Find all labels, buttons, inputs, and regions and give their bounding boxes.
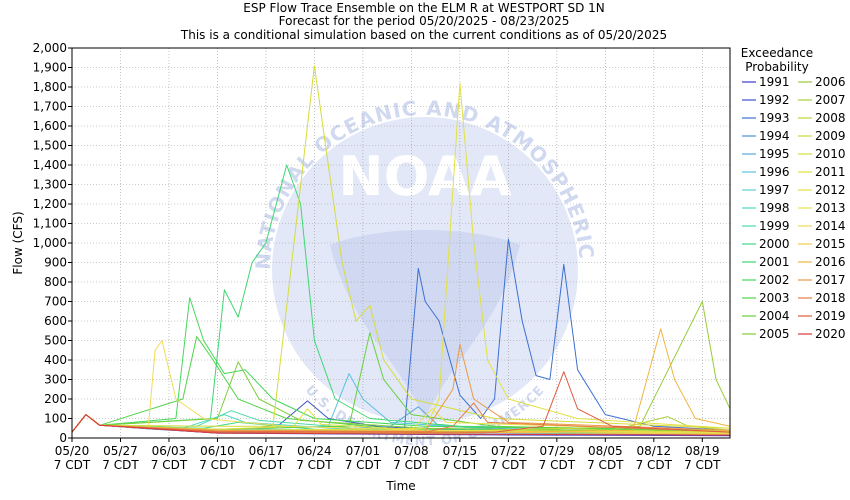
y-tick-label: 200 [44, 392, 67, 406]
x-tick-label-date: 07/22 [491, 444, 526, 458]
y-tick-label: 1,700 [33, 100, 67, 114]
x-tick-label-time: 7 CDT [684, 458, 721, 472]
legend-label: 2008 [815, 111, 846, 125]
x-tick-label-date: 05/20 [55, 444, 90, 458]
legend-label: 2013 [815, 201, 846, 215]
y-tick-label: 1,000 [33, 236, 67, 250]
x-tick-label-date: 07/15 [443, 444, 478, 458]
y-axis: 0 100 200 300 400 500 600 700 800 900 1,000 1,100 1,… [33, 41, 72, 445]
legend-label: 1998 [759, 201, 790, 215]
chart-title: ESP Flow Trace Ensemble on the ELM R at … [243, 1, 604, 15]
y-tick-label: 400 [44, 353, 67, 367]
x-tick-label-date: 06/17 [249, 444, 284, 458]
x-tick-label-time: 7 CDT [442, 458, 479, 472]
legend-label: 1994 [759, 129, 790, 143]
legend-label: 2016 [815, 255, 846, 269]
chart-note: This is a conditional simulation based o… [180, 28, 667, 42]
legend-label: 2014 [815, 219, 846, 233]
legend-label: 2012 [815, 183, 846, 197]
x-tick-label-date: 07/01 [346, 444, 381, 458]
series-line-2020 [71, 414, 731, 436]
x-tick-label-time: 7 CDT [296, 458, 333, 472]
legend-label: 2005 [759, 327, 790, 341]
x-axis-label: Time [385, 479, 415, 493]
y-tick-label: 1,500 [33, 139, 67, 153]
legend-label: 2001 [759, 255, 790, 269]
legend-label: 1999 [759, 219, 790, 233]
y-axis-label: Flow (CFS) [11, 211, 25, 274]
x-tick-label-time: 7 CDT [102, 458, 139, 472]
y-tick-label: 1,800 [33, 80, 67, 94]
y-tick-label: 300 [44, 373, 67, 387]
x-tick-label-date: 06/03 [152, 444, 187, 458]
x-tick-label-date: 07/29 [540, 444, 575, 458]
y-tick-label: 600 [44, 314, 67, 328]
y-tick-label: 1,400 [33, 158, 67, 172]
x-tick-label-date: 08/05 [588, 444, 623, 458]
legend-label: 2018 [815, 291, 846, 305]
legend-title: Exceedance [741, 46, 813, 60]
x-tick-label-time: 7 CDT [199, 458, 236, 472]
x-tick-label-date: 08/12 [637, 444, 672, 458]
x-tick-label-time: 7 CDT [636, 458, 673, 472]
x-tick-label-date: 05/27 [103, 444, 138, 458]
legend-label: 2003 [759, 291, 790, 305]
legend-label: 2010 [815, 147, 846, 161]
watermark-center-text: NOAA [338, 145, 511, 208]
legend-label: 2002 [759, 273, 790, 287]
x-tick-label-date: 07/08 [394, 444, 429, 458]
legend-label: 2017 [815, 273, 846, 287]
legend-label: 2004 [759, 309, 790, 323]
legend-label: 1993 [759, 111, 790, 125]
y-tick-label: 500 [44, 334, 67, 348]
legend-label: 1995 [759, 147, 790, 161]
y-tick-label: 800 [44, 275, 67, 289]
x-tick-label-date: 06/10 [200, 444, 235, 458]
noaa-logo-watermark: NOAA NATIONAL OCEANIC AND ATMOSPHERIC AD… [0, 0, 598, 449]
y-tick-label: 1,300 [33, 178, 67, 192]
legend-label: 2007 [815, 93, 846, 107]
legend-label: 2020 [815, 327, 846, 341]
chart-subtitle: Forecast for the period 05/20/2025 - 08/… [279, 14, 570, 28]
legend-label: 1991 [759, 75, 790, 89]
legend-label: 2011 [815, 165, 846, 179]
y-tick-label: 1,200 [33, 197, 67, 211]
legend-label: 2019 [815, 309, 846, 323]
legend-label: 2000 [759, 237, 790, 251]
legend-label: 2015 [815, 237, 846, 251]
x-tick-label-time: 7 CDT [345, 458, 382, 472]
y-tick-label: 100 [44, 412, 67, 426]
x-tick-label-time: 7 CDT [393, 458, 430, 472]
x-tick-label-time: 7 CDT [248, 458, 285, 472]
y-tick-label: 1,600 [33, 119, 67, 133]
legend-title: Probability [745, 60, 808, 74]
x-tick-label-time: 7 CDT [54, 458, 91, 472]
y-tick-label: 700 [44, 295, 67, 309]
y-tick-label: 1,100 [33, 217, 67, 231]
legend-label: 1996 [759, 165, 790, 179]
legend-label: 2009 [815, 129, 846, 143]
legend-label: 1992 [759, 93, 790, 107]
y-tick-label: 0 [59, 431, 67, 445]
y-tick-label: 1,900 [33, 61, 67, 75]
x-tick-label-time: 7 CDT [151, 458, 188, 472]
legend-label: 2006 [815, 75, 846, 89]
y-tick-label: 2,000 [33, 41, 67, 55]
series-lines [71, 65, 731, 437]
y-tick-label: 900 [44, 256, 67, 270]
x-tick-label-date: 08/19 [685, 444, 720, 458]
x-tick-label-time: 7 CDT [539, 458, 576, 472]
x-tick-label-time: 7 CDT [490, 458, 527, 472]
x-tick-label-date: 06/24 [297, 444, 332, 458]
legend-label: 1997 [759, 183, 790, 197]
x-tick-label-time: 7 CDT [587, 458, 624, 472]
